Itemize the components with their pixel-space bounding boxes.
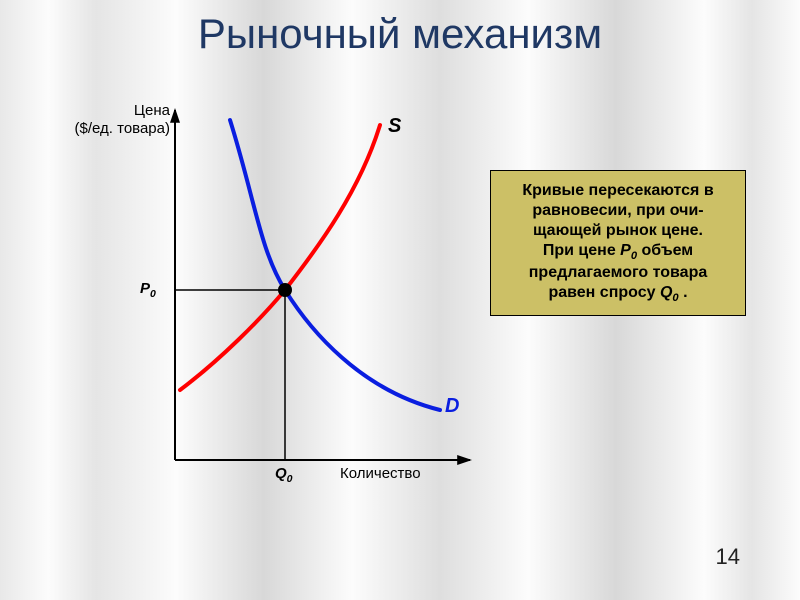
y-axis-label-2: ($/ед. товара) (70, 120, 170, 137)
page-title: Рыночный механизм (0, 10, 800, 58)
p0-label: P0 (140, 280, 156, 300)
demand-curve-label: D (445, 395, 459, 418)
q0-label: Q0 (275, 465, 293, 485)
y-axis-label-1: Цена (130, 102, 170, 119)
supply-demand-chart: Цена ($/ед. товара) Количество P0 Q0 S D… (60, 90, 740, 510)
x-axis-label: Количество (340, 465, 421, 482)
page-number: 14 (716, 544, 740, 570)
supply-curve-label: S (388, 115, 401, 138)
equilibrium-info-box: Кривые пересекаются в равновесии, при оч… (490, 170, 746, 316)
